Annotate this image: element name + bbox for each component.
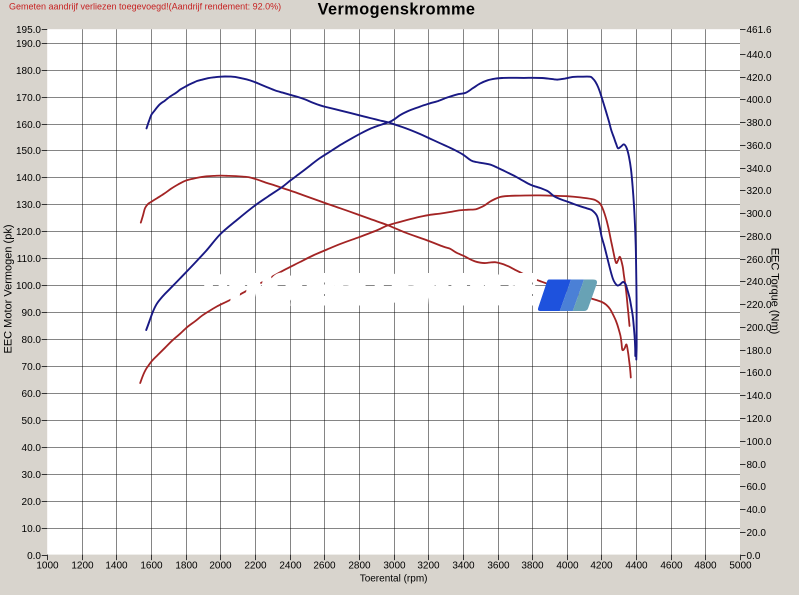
svg-text:120.0: 120.0 — [16, 227, 41, 238]
svg-text:60.0: 60.0 — [22, 389, 42, 400]
svg-text:195.0: 195.0 — [16, 25, 41, 36]
svg-text:400.0: 400.0 — [747, 95, 772, 106]
svg-text:20.0: 20.0 — [22, 497, 42, 508]
svg-text:4000: 4000 — [556, 560, 579, 571]
svg-text:160.0: 160.0 — [16, 120, 41, 131]
svg-text:180.0: 180.0 — [747, 346, 772, 357]
svg-text:140.0: 140.0 — [16, 173, 41, 184]
svg-text:120.0: 120.0 — [747, 414, 772, 425]
svg-text:80.0: 80.0 — [747, 460, 767, 471]
svg-text:180.0: 180.0 — [16, 66, 41, 77]
svg-text:40.0: 40.0 — [22, 443, 42, 454]
svg-text:Vermogenskromme: Vermogenskromme — [318, 1, 476, 19]
svg-text:200.0: 200.0 — [747, 323, 772, 334]
svg-text:4200: 4200 — [590, 560, 613, 571]
svg-text:40.0: 40.0 — [747, 505, 767, 516]
svg-text:20.0: 20.0 — [747, 528, 767, 539]
svg-text:EEC Torque (Nm): EEC Torque (Nm) — [769, 248, 781, 335]
svg-text:2600: 2600 — [313, 560, 336, 571]
svg-text:1200: 1200 — [71, 560, 94, 571]
svg-text:4800: 4800 — [694, 560, 717, 571]
svg-text:4400: 4400 — [625, 560, 648, 571]
svg-text:90.0: 90.0 — [22, 308, 42, 319]
svg-text:1600: 1600 — [140, 560, 163, 571]
svg-text:110.0: 110.0 — [17, 254, 42, 265]
svg-text:240.0: 240.0 — [747, 277, 772, 288]
svg-text:3200: 3200 — [417, 560, 440, 571]
svg-text:Toerental (rpm): Toerental (rpm) — [360, 574, 428, 585]
svg-text:10.0: 10.0 — [22, 524, 42, 535]
svg-text:190.0: 190.0 — [16, 39, 41, 50]
svg-text:260.0: 260.0 — [747, 255, 772, 266]
svg-text:220.0: 220.0 — [747, 300, 772, 311]
svg-text:80.0: 80.0 — [22, 335, 42, 346]
svg-text:5000: 5000 — [729, 560, 752, 571]
svg-text:DYNOPERFORMANCE: DYNOPERFORMANCE — [203, 268, 536, 312]
svg-text:440.0: 440.0 — [747, 50, 772, 61]
svg-text:Gemeten aandrijf verliezen toe: Gemeten aandrijf verliezen toegevoegd!(A… — [9, 2, 281, 12]
svg-text:30.0: 30.0 — [22, 470, 42, 481]
svg-text:160.0: 160.0 — [747, 368, 772, 379]
svg-text:100.0: 100.0 — [16, 281, 41, 292]
svg-text:4600: 4600 — [660, 560, 683, 571]
svg-text:EEC Motor Vermogen (pk): EEC Motor Vermogen (pk) — [3, 225, 15, 354]
svg-text:320.0: 320.0 — [747, 186, 772, 197]
svg-text:60.0: 60.0 — [747, 482, 767, 493]
svg-text:3400: 3400 — [452, 560, 475, 571]
svg-text:1000: 1000 — [36, 560, 59, 571]
svg-text:1800: 1800 — [175, 560, 198, 571]
svg-text:340.0: 340.0 — [747, 164, 772, 175]
svg-text:170.0: 170.0 — [16, 93, 41, 104]
svg-text:3600: 3600 — [487, 560, 510, 571]
svg-text:420.0: 420.0 — [747, 73, 772, 84]
svg-text:140.0: 140.0 — [747, 391, 772, 402]
svg-text:2400: 2400 — [279, 560, 302, 571]
svg-text:2200: 2200 — [244, 560, 267, 571]
svg-text:461.6: 461.6 — [747, 25, 772, 36]
svg-text:3800: 3800 — [521, 560, 544, 571]
svg-text:1400: 1400 — [105, 560, 128, 571]
svg-text:0.0: 0.0 — [747, 551, 761, 562]
svg-text:2800: 2800 — [348, 560, 371, 571]
svg-text:0.0: 0.0 — [27, 551, 41, 562]
svg-text:360.0: 360.0 — [747, 141, 772, 152]
svg-text:380.0: 380.0 — [747, 118, 772, 129]
svg-text:130.0: 130.0 — [16, 200, 41, 211]
svg-text:150.0: 150.0 — [16, 146, 41, 157]
svg-text:70.0: 70.0 — [22, 362, 42, 373]
svg-text:2000: 2000 — [209, 560, 232, 571]
svg-text:280.0: 280.0 — [747, 232, 772, 243]
svg-text:50.0: 50.0 — [22, 416, 42, 427]
svg-text:3000: 3000 — [383, 560, 406, 571]
svg-text:300.0: 300.0 — [747, 209, 772, 220]
svg-text:100.0: 100.0 — [747, 437, 772, 448]
